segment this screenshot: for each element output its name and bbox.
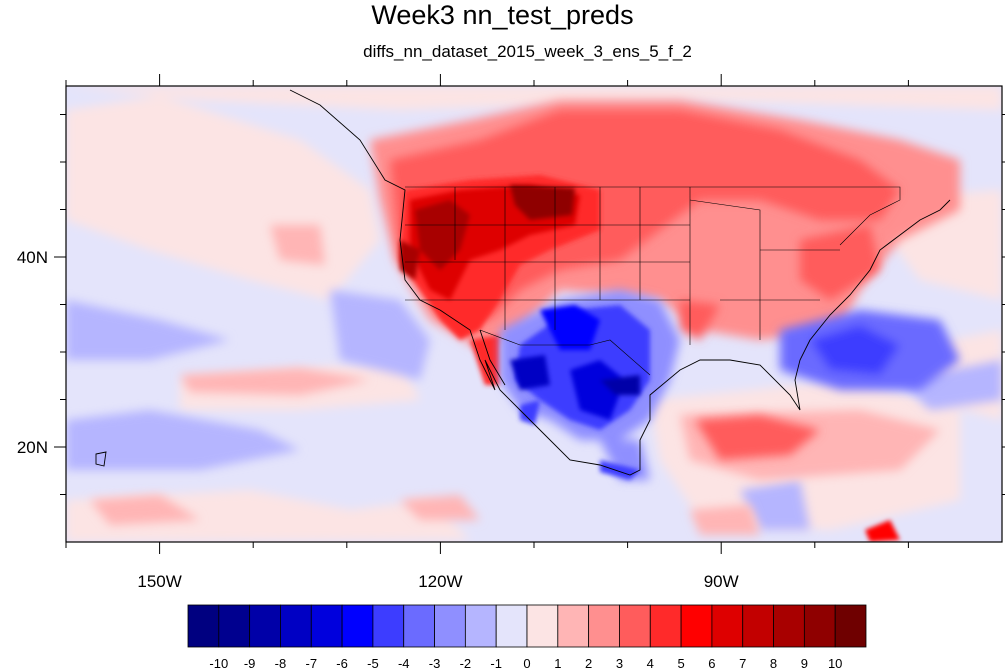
x-tick-label: 120W (418, 572, 462, 591)
x-tick-label: 90W (704, 572, 739, 591)
colorbar-label: -10 (209, 656, 228, 671)
colorbar-swatch (434, 604, 466, 648)
colorbar-label: -4 (398, 656, 410, 671)
colorbar-label: -7 (305, 656, 317, 671)
colorbar-label: 1 (554, 656, 561, 671)
colorbar-swatch (403, 604, 435, 648)
colorbar-label: -1 (490, 656, 502, 671)
colorbar-swatch (834, 604, 867, 648)
colorbar-label: 7 (739, 656, 746, 671)
colorbar-swatch (803, 604, 836, 648)
colorbar-swatch (218, 604, 251, 648)
colorbar-swatch (310, 604, 343, 648)
colorbar-swatch (372, 604, 405, 648)
chart-subtitle: diffs_nn_dataset_2015_week_3_ens_5_f_2 (363, 42, 692, 61)
colorbar-label: 2 (585, 656, 592, 671)
political-borders (405, 186, 901, 376)
colorbar-label: 10 (828, 656, 842, 671)
colorbar-swatch (742, 604, 774, 648)
colorbar-label: 3 (616, 656, 623, 671)
colorbar-swatch (711, 604, 744, 648)
colorbar-label: -6 (336, 656, 348, 671)
colorbar-label: 6 (708, 656, 715, 671)
colorbar-label: 5 (677, 656, 684, 671)
coastlines (95, 89, 951, 476)
colorbar-label: -3 (429, 656, 441, 671)
axis-tick-labels: 150W 120W 90W 40N 20N (17, 248, 739, 591)
colorbar-swatch (464, 604, 497, 648)
colorbar-swatch (495, 604, 528, 648)
colorbar-swatch (280, 604, 312, 648)
colorbar-swatch (526, 604, 559, 648)
colorbar-swatch (619, 604, 651, 648)
colorbar-swatch (187, 604, 220, 648)
y-tick-label: 20N (17, 438, 48, 457)
chart-title: Week3 nn_test_preds (371, 0, 634, 30)
colorbar-swatch (649, 604, 682, 648)
colorbar-swatch (249, 604, 281, 648)
colorbar-label: 9 (801, 656, 808, 671)
colorbar-swatch (557, 604, 590, 648)
colorbar-label: 4 (647, 656, 654, 671)
axis-ticks (54, 74, 1005, 554)
colorbar-label: 0 (523, 656, 530, 671)
colorbar-label: -9 (244, 656, 256, 671)
colorbar-label: -5 (367, 656, 379, 671)
x-tick-label: 150W (137, 572, 181, 591)
colorbar-swatch (588, 604, 620, 648)
colorbar-label: -8 (275, 656, 287, 671)
colorbar-swatch (680, 604, 713, 648)
y-tick-label: 40N (17, 248, 48, 267)
anomaly-field (66, 86, 1002, 542)
colorbar-label: 8 (770, 656, 777, 671)
colorbar-swatch (341, 604, 374, 648)
colorbar-label: -2 (460, 656, 472, 671)
colorbar-swatch (773, 604, 805, 648)
colorbar: -10 -9 -8 -7 -6 -5 -4 -3 -2 -1 0 1 2 3 4 5 6 7 8 9 10 (187, 604, 867, 671)
